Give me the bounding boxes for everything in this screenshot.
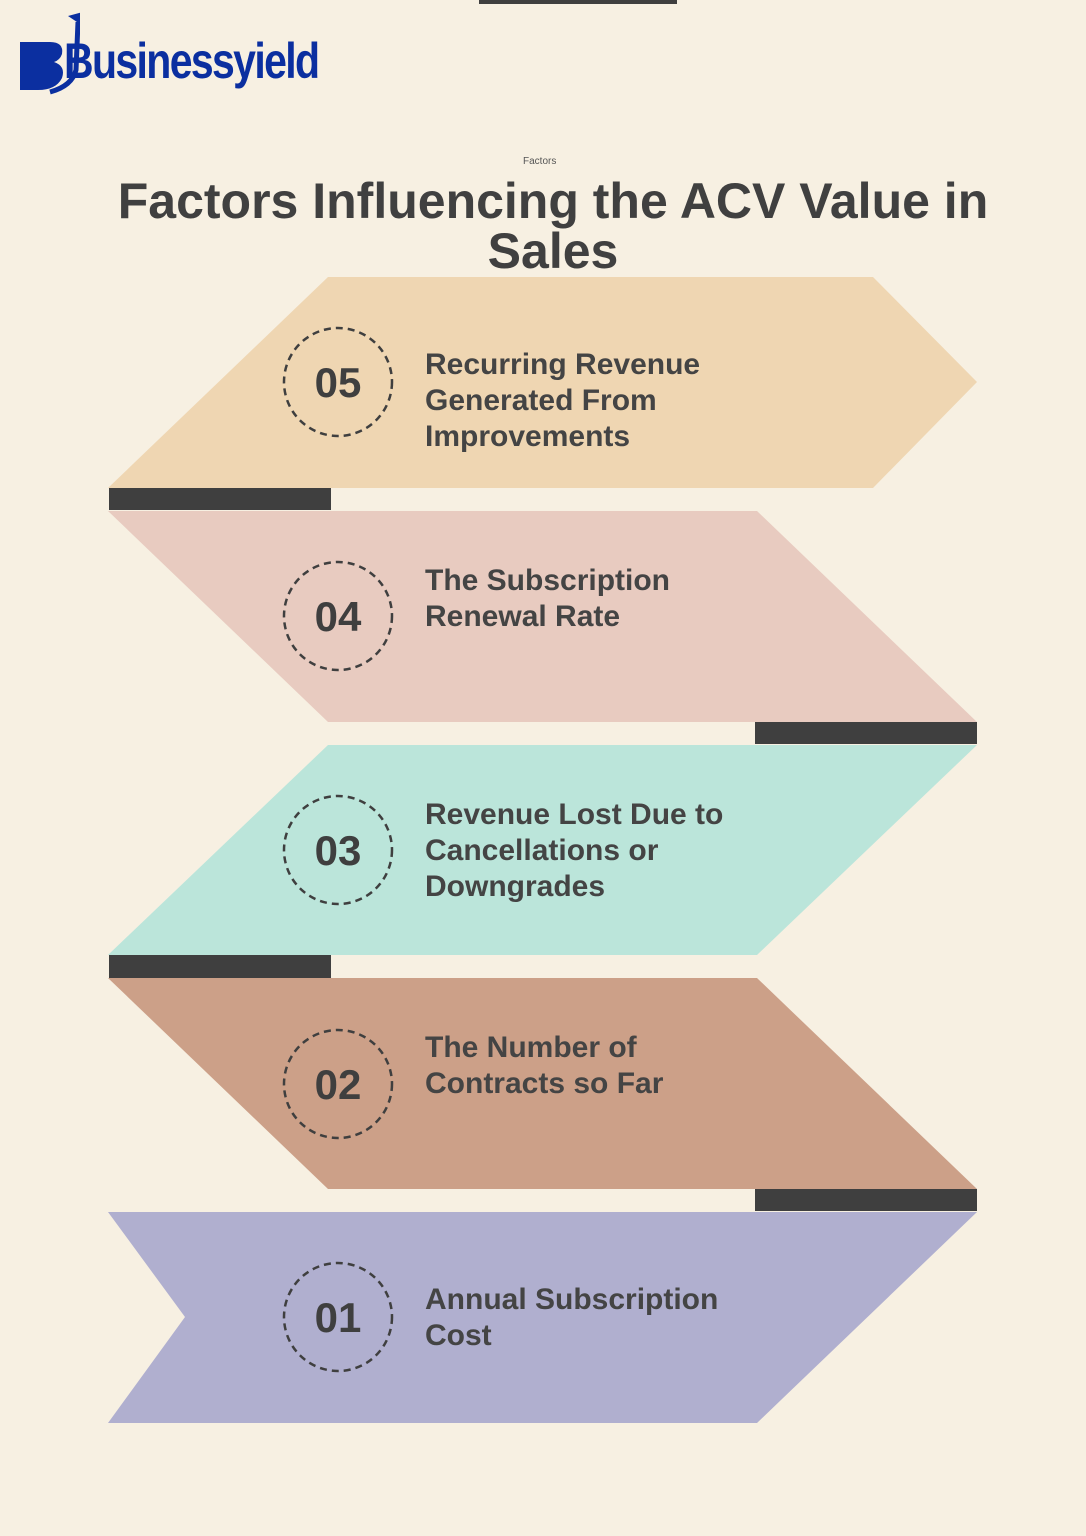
factor-label: Revenue Lost Due to Cancellations or Dow…	[425, 798, 724, 903]
logo-text: Businessyield	[64, 33, 320, 89]
separator-bar	[109, 955, 331, 978]
brand-logo: Businessyield	[20, 10, 340, 95]
number-circle	[282, 1028, 394, 1140]
number-circle	[282, 1261, 394, 1373]
factor-number: 05	[314, 359, 362, 406]
number-circle	[282, 326, 394, 438]
factor-label: The Number of Contracts so Far	[425, 1031, 664, 1100]
top-divider-bar	[479, 0, 677, 4]
factor-label: Annual Subscription Cost	[425, 1283, 719, 1352]
number-circle	[282, 560, 394, 672]
separator-bar	[109, 488, 331, 510]
factor-number: 02	[314, 1061, 362, 1108]
supra-label: Factors	[523, 156, 557, 167]
factor-number: 03	[314, 827, 362, 874]
factor-number: 01	[314, 1294, 362, 1341]
separator-bar	[755, 1189, 977, 1211]
page-title: Factors Influencing the ACV Value in Sal…	[117, 173, 989, 279]
logo-arrow-icon	[20, 12, 80, 95]
factor-label: Recurring Revenue Generated From Improve…	[425, 348, 701, 453]
separator-bar	[755, 722, 977, 744]
factor-number: 04	[314, 593, 362, 640]
factor-label: The Subscription Renewal Rate	[425, 564, 671, 633]
number-circle	[282, 794, 394, 906]
